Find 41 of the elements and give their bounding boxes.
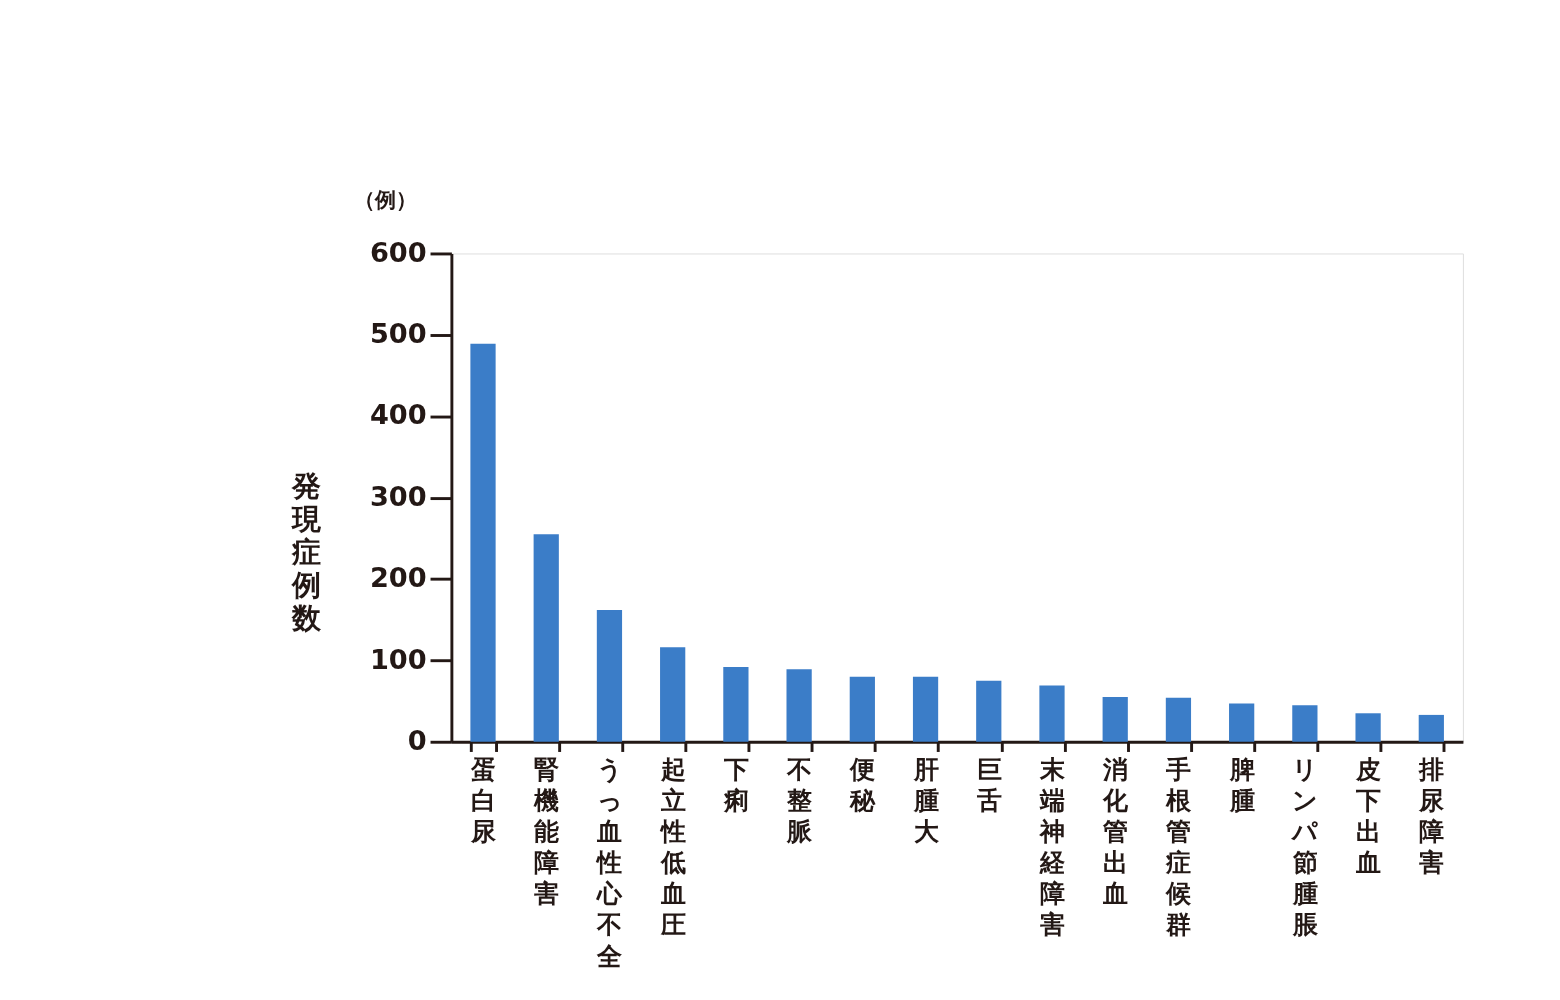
bar [786,669,812,742]
text: （例） [353,186,417,212]
y-axis-title: 発現症例数 [290,468,322,635]
y-tick-label: 200 [369,562,427,594]
bar [1039,685,1065,742]
bar [1418,714,1444,742]
x-tick-label: 便秘 [849,755,877,816]
x-tick-label: 肝腫大 [912,755,940,847]
bar [660,647,686,742]
x-tick-label: 排尿障害 [1418,755,1446,878]
y-tick-label: 300 [369,480,427,512]
bar [596,609,623,742]
x-tick-label: 蛋白尿 [470,755,497,847]
x-tick-label: リンパ節腫脹 [1290,755,1319,940]
bar [1355,713,1381,742]
x-tick-label: 巨舌 [975,755,1002,816]
bar [1165,697,1192,742]
x-tick-label: 脾腫 [1228,755,1255,816]
y-tick-label: 400 [369,399,427,431]
bar [723,666,749,742]
bar [976,680,1002,742]
bar [1229,703,1255,742]
y-tick-label: 0 [407,725,427,757]
x-tick-label: うっ血性心不全 [595,755,624,971]
bar [1292,705,1318,742]
x-tick-label: 末端神経障害 [1038,755,1065,940]
x-tick-label: 消化管出血 [1102,755,1130,909]
x-tick-label: 腎機能障害 [533,755,560,909]
y-tick-label: 500 [369,318,427,350]
x-tick-label: 不整脈 [786,755,814,847]
y-tick-label: 100 [369,643,427,675]
bar [912,676,939,742]
bar [470,343,496,742]
bar [849,676,875,742]
x-tick-label: 起立性低血圧 [658,755,686,940]
x-tick-label: 下痢 [722,755,749,816]
bar [1102,697,1128,742]
x-tick-label: 手根管症候群 [1165,755,1193,940]
bar [533,534,559,742]
x-tick-label: 皮下出血 [1355,755,1382,878]
y-tick-label: 600 [369,236,427,268]
